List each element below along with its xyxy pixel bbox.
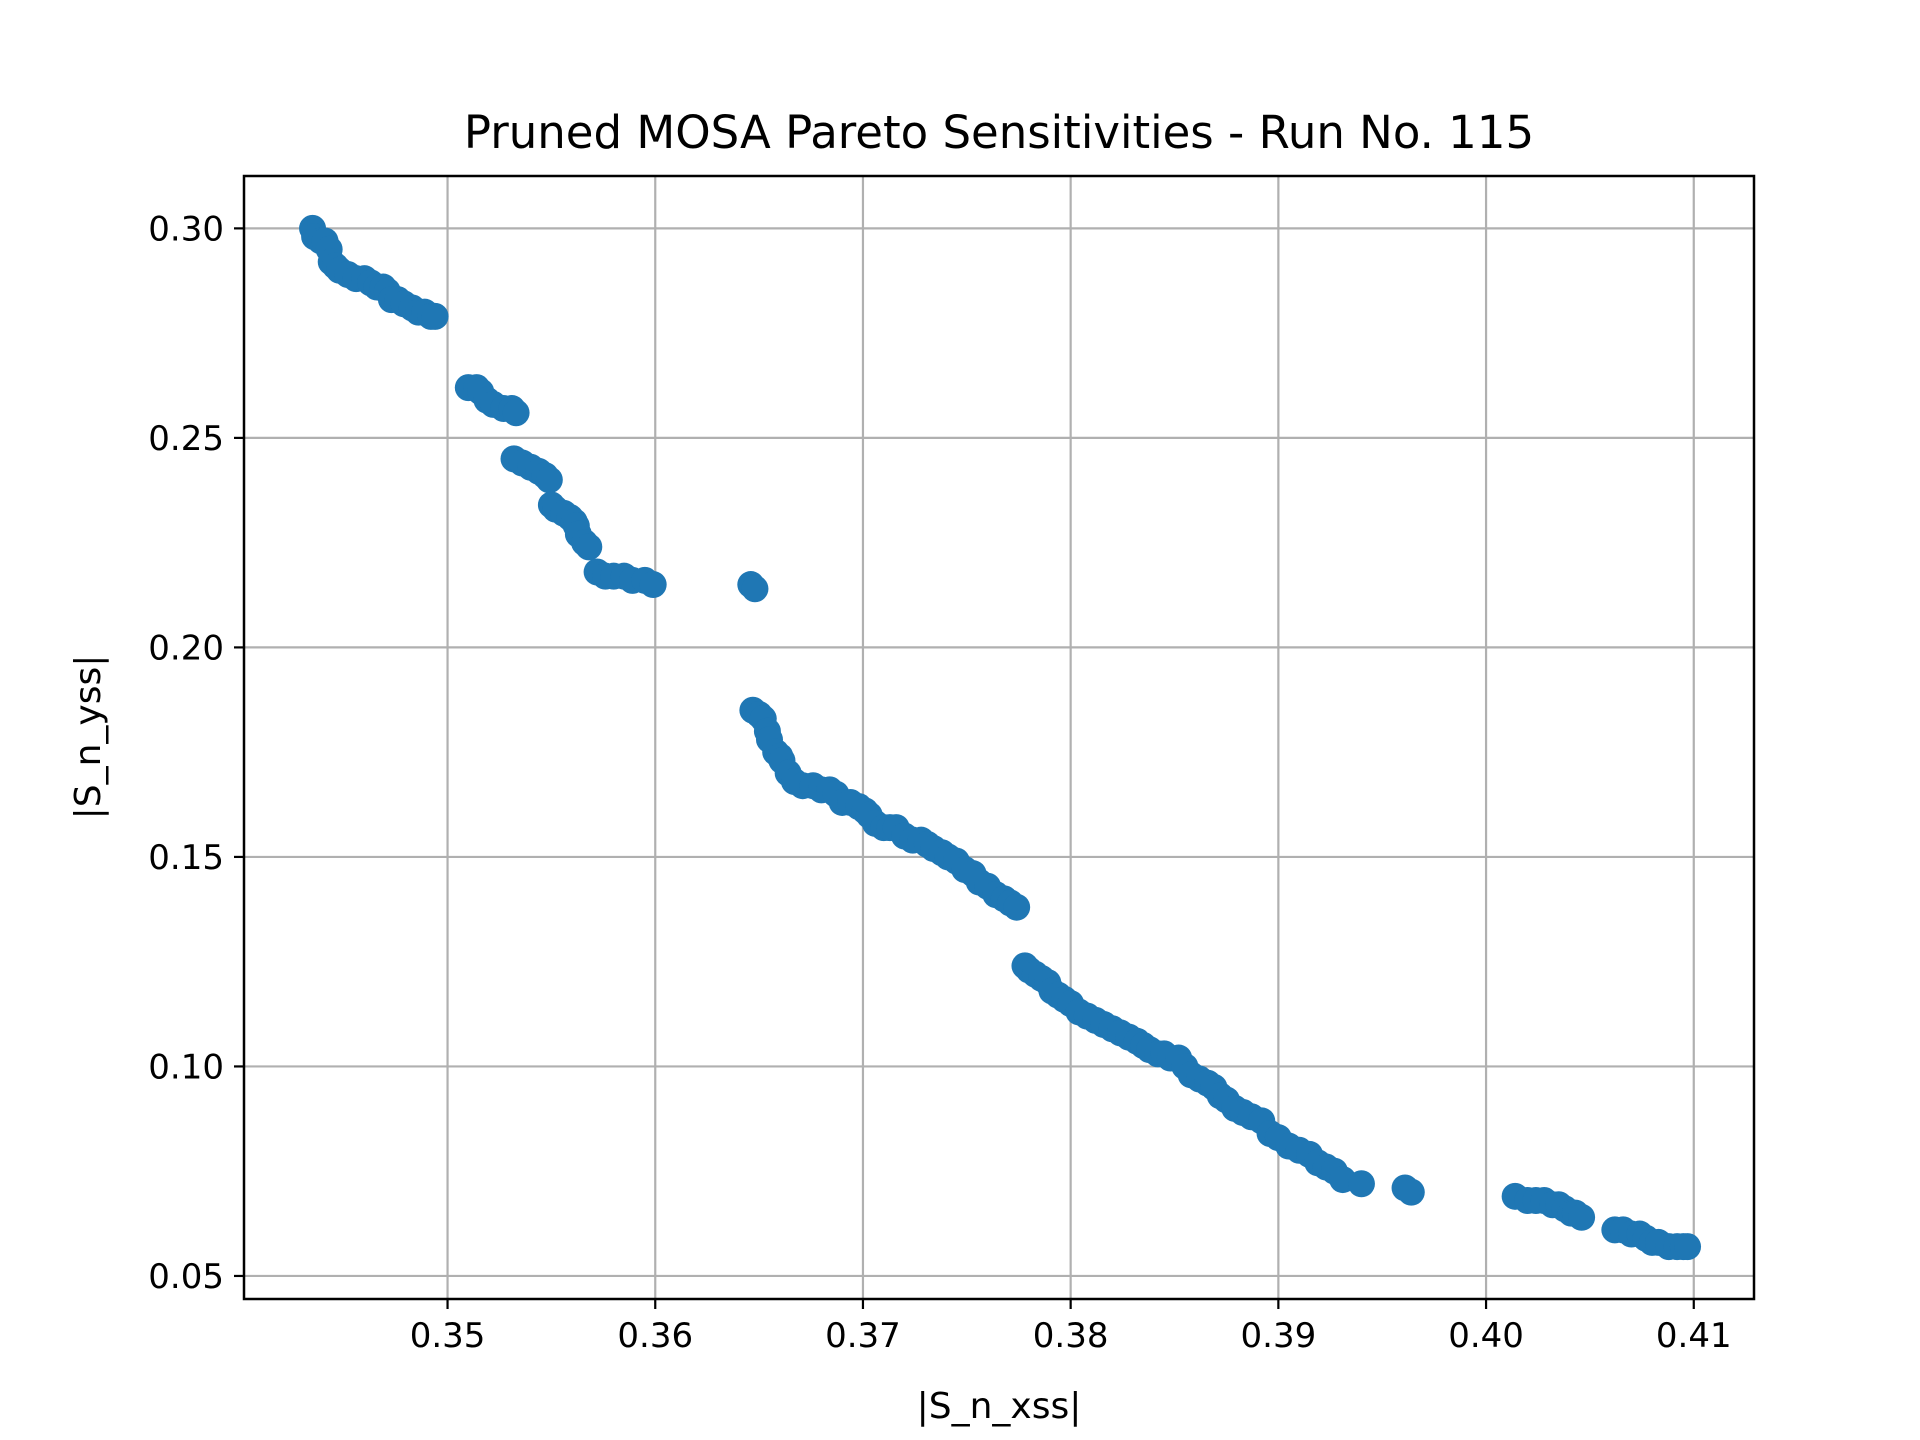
data-point	[1568, 1203, 1596, 1231]
plot-frame	[242, 174, 1756, 1301]
y-tick-label: 0.10	[148, 1047, 224, 1087]
y-tick-label: 0.30	[148, 209, 224, 249]
x-tick-label: 0.39	[1241, 1316, 1317, 1356]
data-point	[639, 571, 667, 599]
data-point	[1397, 1178, 1425, 1206]
y-tick-label: 0.25	[148, 419, 224, 459]
y-axis-label: |S_n_yss|	[68, 655, 109, 820]
points-layer	[299, 214, 1702, 1261]
data-point	[1674, 1233, 1702, 1261]
data-point	[421, 302, 449, 330]
x-tick-label: 0.37	[825, 1316, 901, 1356]
x-tick-label: 0.41	[1656, 1316, 1732, 1356]
ticks-layer: 0.35 0.36 0.37 0.38 0.39 0.40 0.41 0.05 0.10 0.15…	[148, 209, 1731, 1356]
data-point	[535, 466, 563, 494]
x-tick-label: 0.36	[617, 1316, 693, 1356]
y-tick-label: 0.05	[148, 1257, 224, 1297]
data-point	[741, 575, 769, 603]
x-axis-label: |S_n_xss|	[917, 1386, 1082, 1427]
data-point	[1347, 1170, 1375, 1198]
data-point	[575, 533, 603, 561]
grid-layer	[244, 176, 1754, 1299]
x-tick-label: 0.35	[410, 1316, 486, 1356]
data-point	[1003, 893, 1031, 921]
x-tick-label: 0.38	[1033, 1316, 1109, 1356]
x-tick-label: 0.40	[1448, 1316, 1524, 1356]
y-tick-label: 0.20	[148, 628, 224, 668]
y-tick-label: 0.15	[148, 838, 224, 878]
chart-title: Pruned MOSA Pareto Sensitivities - Run N…	[464, 106, 1534, 159]
data-point	[502, 399, 530, 427]
